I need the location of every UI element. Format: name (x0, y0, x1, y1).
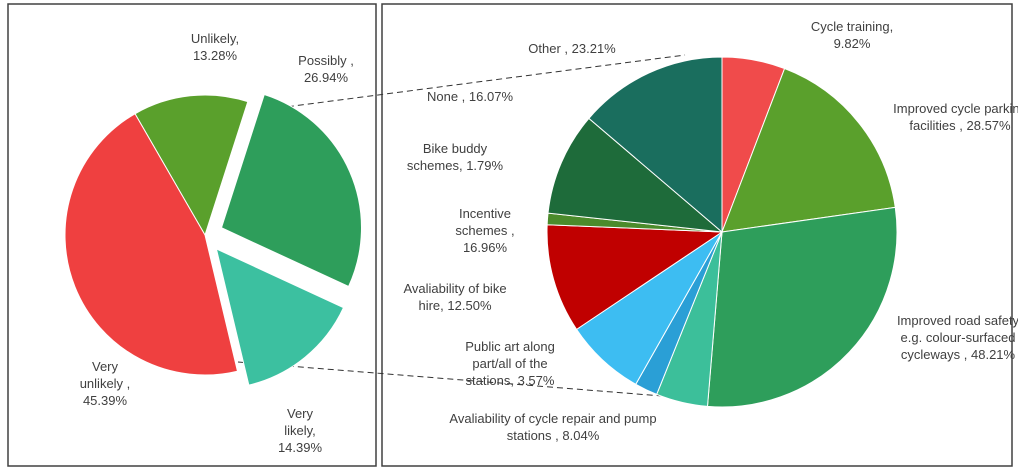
left-panel (7, 3, 377, 467)
pie-slice (546, 224, 724, 331)
slice-value: 14.39% (277, 440, 323, 455)
slice-name: Unlikely, (190, 31, 240, 46)
slice-name: Bike buddy schemes, (406, 141, 488, 173)
slice-name: Possibly , (298, 53, 354, 68)
slice-name: None , (426, 89, 466, 104)
pie-slice (215, 248, 345, 386)
data-label: Improved cycle parking facilities , 28.5… (890, 100, 1018, 134)
pie-slice (220, 93, 362, 288)
data-label: Avaliability of cycle repair and pump st… (448, 410, 658, 444)
pie-slice (706, 206, 898, 408)
slice-value: 16.96% (462, 240, 508, 255)
data-label: Public art along part/all of the station… (450, 338, 570, 389)
data-label: Very unlikely , 45.39% (70, 358, 140, 409)
slice-value: 8.04% (562, 428, 600, 443)
slice-value: 28.57% (966, 118, 1011, 133)
slice-value: 48.21% (971, 347, 1016, 362)
slice-value: 16.07% (468, 89, 514, 104)
slice-name: Improved cycle parking facilities , (893, 101, 1018, 133)
slice-name: Public art along part/all of the station… (465, 339, 555, 388)
data-label: Incentive schemes , 16.96% (445, 205, 525, 256)
slice-value: 12.50% (447, 298, 492, 313)
slice-name: Incentive schemes , (455, 206, 515, 238)
slice-name: Cycle training, (810, 19, 894, 34)
slice-name: Other , (528, 41, 569, 56)
slice-value: 45.39% (82, 393, 128, 408)
data-label: Improved road safety e.g. colour-surface… (896, 312, 1018, 363)
pie-slice (547, 117, 724, 233)
data-label: Possibly , 26.94% (286, 52, 366, 86)
slice-name: Very likely, (284, 406, 316, 438)
slice-name: Avaliability of bike hire, (403, 281, 507, 313)
slice-value: 23.21% (571, 41, 616, 56)
slice-name: Very unlikely , (79, 359, 131, 391)
pie-slice (134, 94, 249, 237)
pie-slice (721, 67, 896, 233)
data-label: Unlikely, 13.28% (175, 30, 255, 64)
data-label: Cycle training, 9.82% (792, 18, 912, 52)
slice-value: 1.79% (466, 158, 504, 173)
slice-name: Avaliability of cycle repair and pump st… (449, 411, 657, 443)
slice-name: Improved road safety e.g. colour-surface… (896, 313, 1018, 362)
data-label: None , 16.07% (415, 88, 525, 105)
slice-value: 3.57% (517, 373, 555, 388)
pie-slice (64, 113, 239, 376)
data-label: Bike buddy schemes, 1.79% (400, 140, 510, 174)
right-panel (381, 3, 1013, 467)
data-label: Avaliability of bike hire, 12.50% (400, 280, 510, 314)
data-label: Other , 23.21% (512, 40, 632, 57)
slice-value: 9.82% (833, 36, 871, 51)
slice-value: 26.94% (303, 70, 349, 85)
slice-value: 13.28% (192, 48, 238, 63)
data-label: Very likely, 14.39% (270, 405, 330, 456)
pie-slice (588, 56, 723, 234)
connector (277, 54, 686, 109)
